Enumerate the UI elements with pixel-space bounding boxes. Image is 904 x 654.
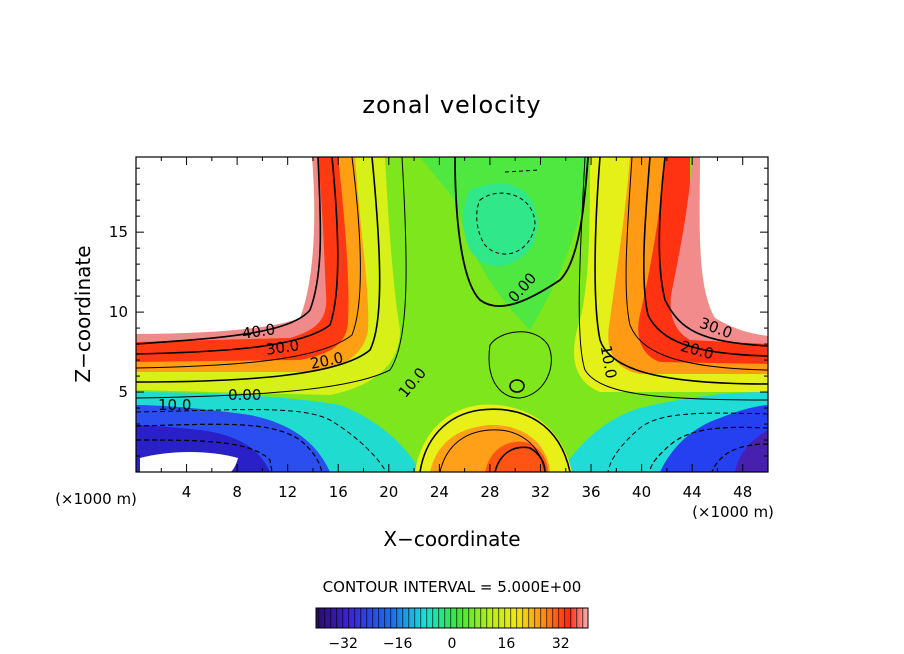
x-unit-right: (×1000 m) — [692, 503, 774, 521]
colorbar-ticks: −32 −16 0 16 32 — [328, 636, 569, 652]
lower-left-white-region — [140, 452, 238, 472]
lower-right-deep — [735, 430, 768, 472]
x-tick-label: 24 — [430, 483, 449, 501]
x-axis-label: X−coordinate — [383, 527, 520, 551]
upper-left-white-region — [136, 157, 315, 334]
x-tick-label: 8 — [232, 483, 242, 501]
x-tick-label: 28 — [480, 483, 499, 501]
lower-right-blue — [660, 405, 768, 472]
contour-label: 10.0 — [597, 344, 621, 380]
right-red-band — [638, 157, 768, 364]
y-axis-ticks: 5 10 15 — [109, 167, 768, 457]
chart-title: zonal velocity — [362, 91, 541, 119]
x-tick-label: 4 — [182, 483, 192, 501]
y-tick-label: 15 — [109, 223, 128, 241]
x-tick-label: 12 — [278, 483, 297, 501]
colorbar-stripes — [316, 608, 588, 628]
contour-label: 30.0 — [265, 336, 301, 358]
y-tick-label: 10 — [109, 303, 128, 321]
y-axis-label: Z−coordinate — [71, 245, 95, 382]
contour-lines — [136, 157, 768, 472]
left-pink-edge — [136, 157, 327, 342]
y-tick-label: 5 — [118, 383, 128, 401]
plot-area: 40.0 30.0 20.0 10.0 0.00 10.0 0.00 10.0 … — [136, 157, 768, 472]
x-tick-label: 48 — [733, 483, 752, 501]
contour-label: 40.0 — [241, 320, 277, 342]
contour-label: 0.00 — [228, 386, 261, 404]
x-tick-label: 44 — [683, 483, 702, 501]
x-tick-label: 16 — [329, 483, 348, 501]
x-tick-label: 32 — [531, 483, 550, 501]
x-tick-label: 20 — [379, 483, 398, 501]
plot-frame — [135, 156, 769, 473]
upper-right-white-region — [699, 157, 768, 336]
x-tick-label: 36 — [581, 483, 600, 501]
right-pink-edge — [670, 157, 768, 344]
colorbar-frame — [315, 607, 589, 629]
colorbar-tick-label: 0 — [448, 636, 457, 652]
colorbar-tick-label: 16 — [497, 636, 515, 652]
left-red-band — [136, 157, 349, 362]
contour-interval-text: CONTOUR INTERVAL = 5.000E+00 — [323, 578, 582, 596]
x-unit-left: (×1000 m) — [55, 490, 137, 508]
x-axis-ticks: 4 8 12 16 20 24 28 32 36 40 44 48 — [160, 157, 752, 501]
upper-green-core — [463, 183, 538, 267]
colorbar-tick-label: −16 — [383, 636, 413, 652]
contour-label: 10.0 — [158, 396, 191, 414]
colorbar-tick-label: −32 — [328, 636, 358, 652]
x-tick-label: 40 — [632, 483, 651, 501]
colorbar: −32 −16 0 16 32 — [315, 607, 589, 652]
colorbar-tick-label: 32 — [552, 636, 570, 652]
